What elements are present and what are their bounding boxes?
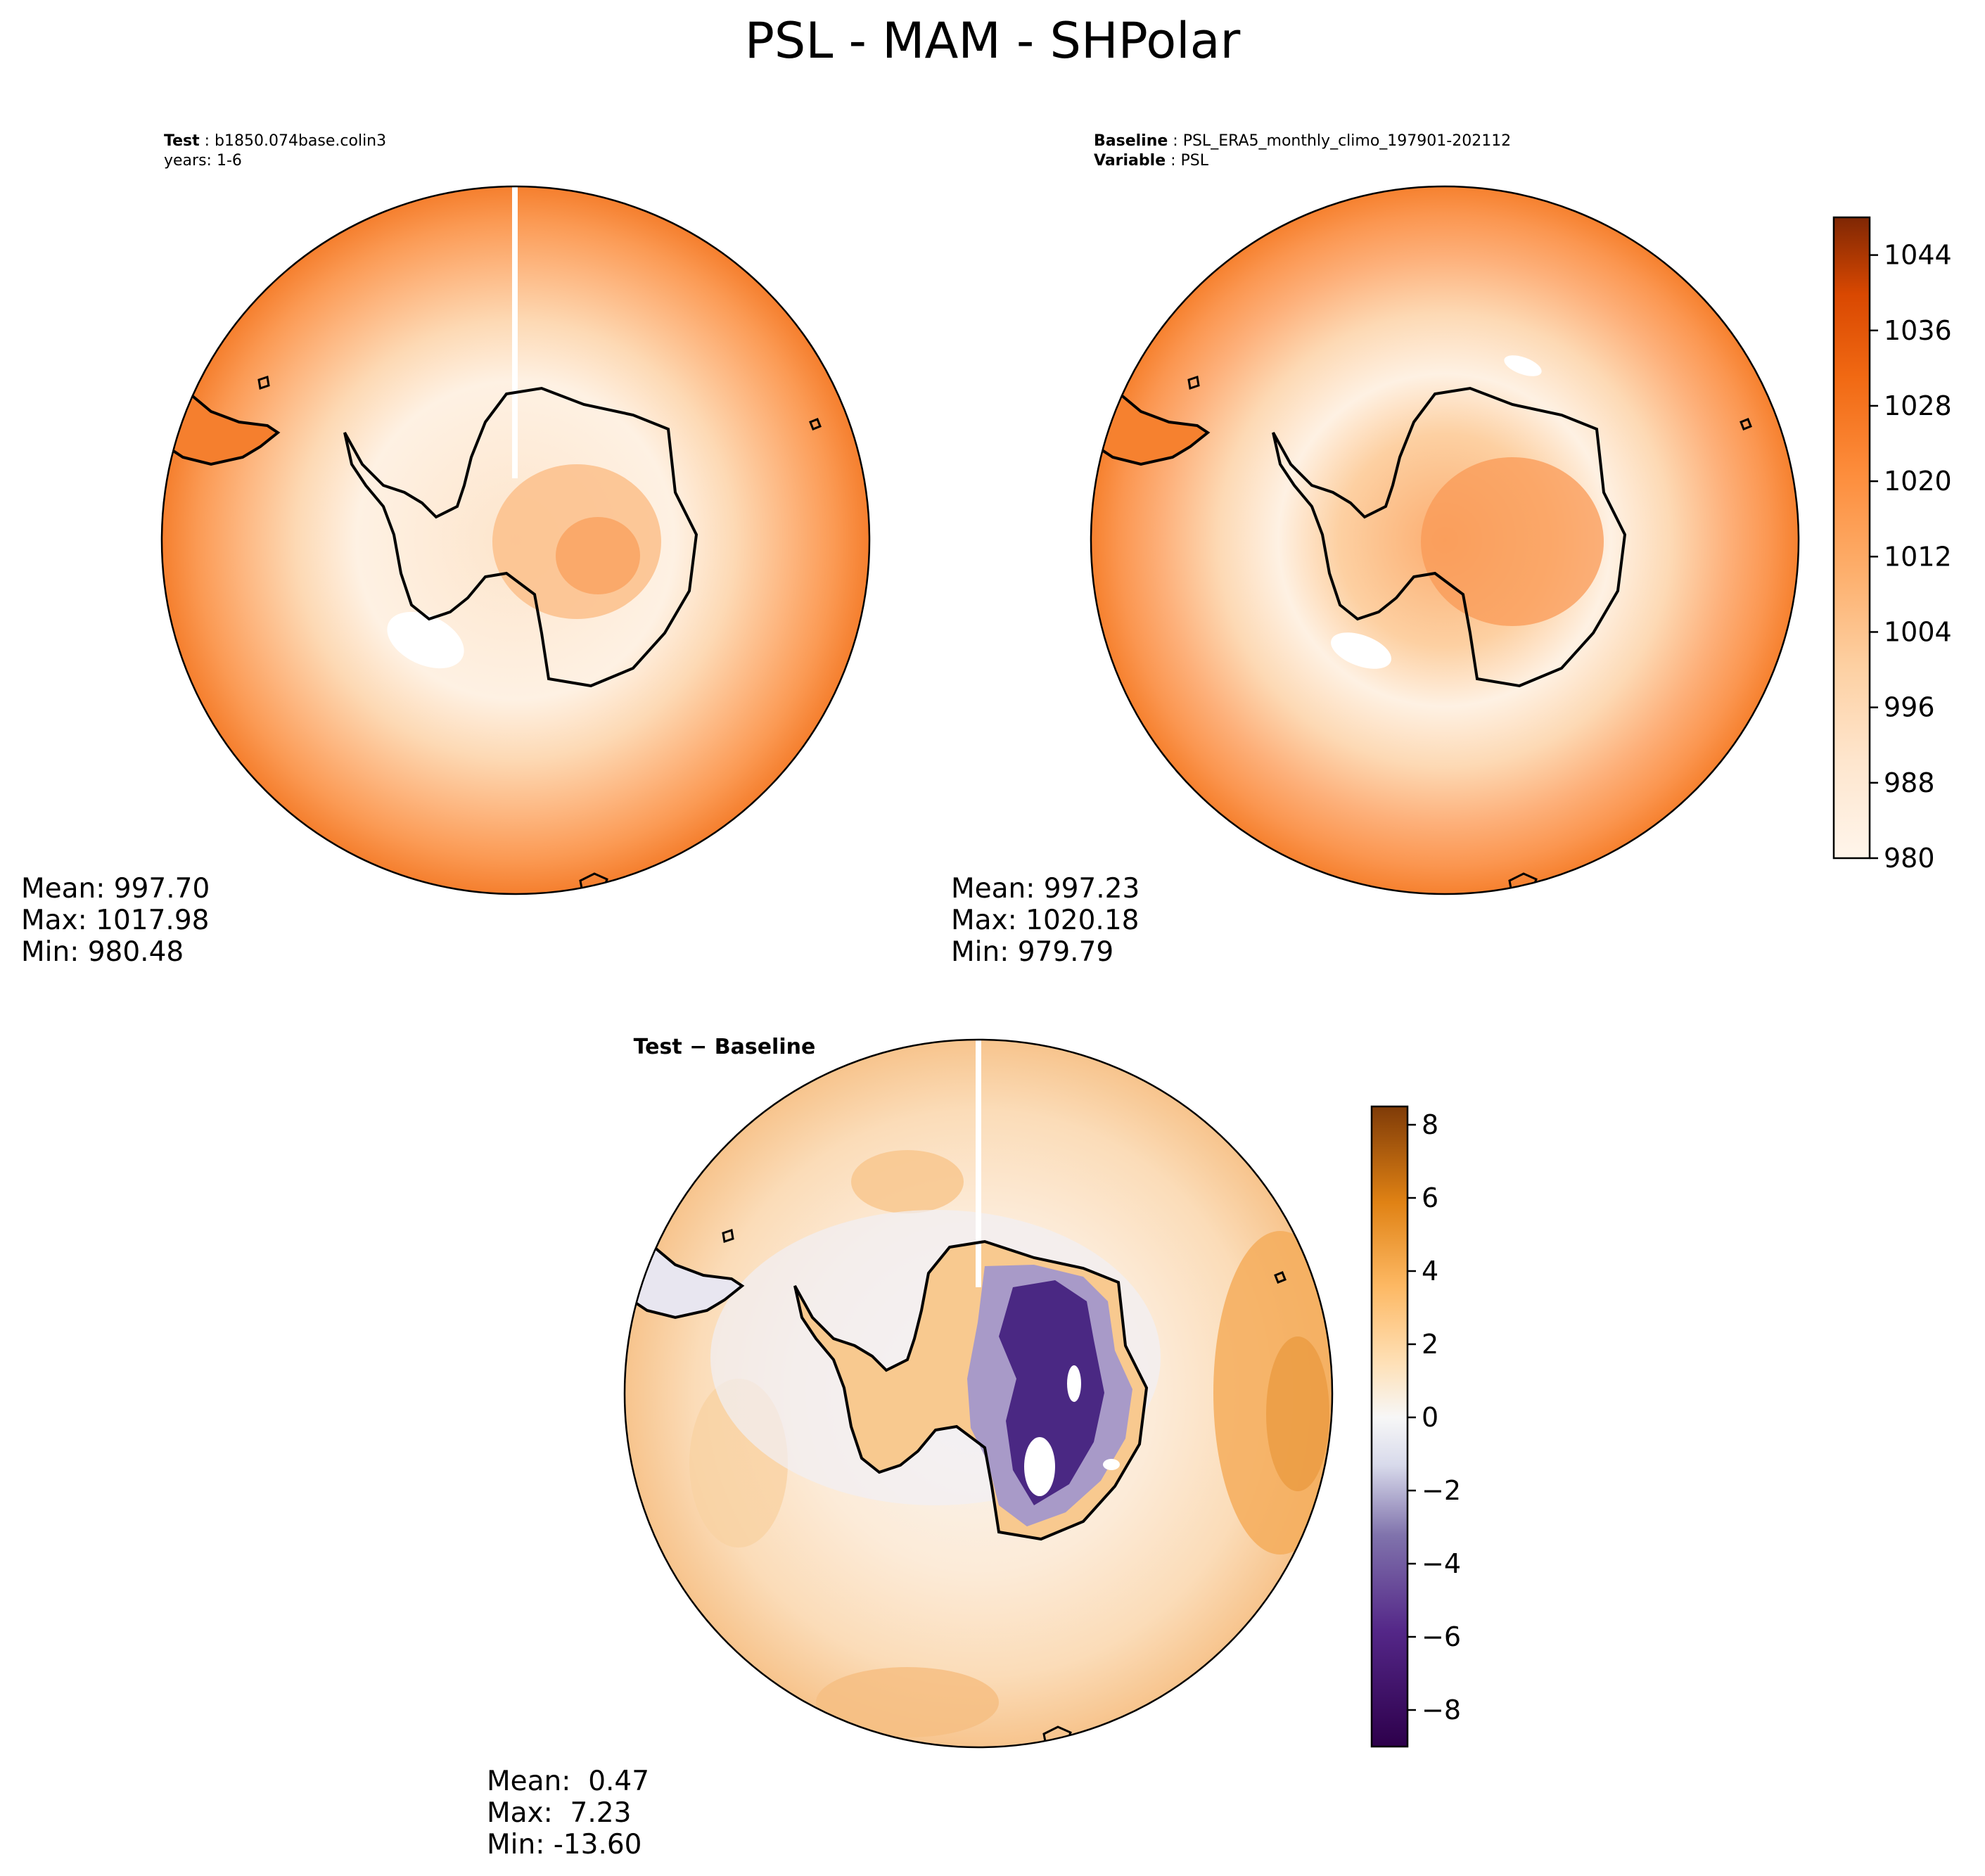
- baseline-header-label: Baseline: [1094, 132, 1168, 150]
- panel-baseline: Baseline : PSL_ERA5_monthly_climo_197901…: [951, 132, 1952, 968]
- psl-colorbar-tick-label: 988: [1884, 767, 1935, 798]
- test-south-america-coast: [162, 393, 281, 466]
- baseline-south-america-coast: [1091, 393, 1211, 466]
- baseline-map-border: [1090, 185, 1800, 895]
- test-seam: [512, 186, 518, 478]
- psl-colorbar-tick-label: 1028: [1884, 390, 1952, 421]
- difference-colorbar-tick-label: −6: [1422, 1621, 1461, 1652]
- baseline-dataset-name: PSL_ERA5_monthly_climo_197901-202112: [1183, 132, 1511, 150]
- psl-colorbar-tick-label: 1004: [1884, 616, 1952, 647]
- test-antarctica-coast: [343, 386, 698, 688]
- test-low-blob: [387, 611, 464, 669]
- psl-colorbar-ticks: 980 988 996 1004 1012 1020 1028 1036 1044: [1870, 240, 1952, 874]
- baseline-island-west: [1187, 376, 1200, 390]
- variable-name: PSL: [1181, 152, 1209, 170]
- difference-colorbar-tick-label: 2: [1422, 1329, 1438, 1360]
- diff-south-america-coast: [625, 1246, 745, 1320]
- difference-colorbar-tick-label: 8: [1422, 1109, 1438, 1140]
- difference-colorbar-tick-label: −8: [1422, 1695, 1461, 1725]
- test-header-label: Test: [164, 132, 200, 150]
- diff-interior-core: [999, 1280, 1104, 1505]
- difference-colorbar-ticks: −8 −6 −4 −2 0 2 4 6 8: [1408, 1109, 1461, 1725]
- diff-seam: [976, 1040, 981, 1287]
- difference-colorbar-tick-label: 6: [1422, 1182, 1438, 1213]
- test-island-east: [809, 418, 822, 430]
- difference-stats-min: Min: -13.60: [487, 1829, 642, 1861]
- difference-stats-mean: Mean: 0.47: [487, 1766, 649, 1797]
- diff-island-west: [722, 1229, 734, 1243]
- diff-antarctica-coast: [793, 1239, 1149, 1541]
- diff-white-patch-2: [1067, 1365, 1081, 1402]
- baseline-stats-mean: Mean: 997.23: [951, 873, 1140, 905]
- variable-header-colon: :: [1166, 152, 1180, 170]
- panel-test: Test : b1850.074base.colin3 years: 1-6 M…: [21, 132, 871, 968]
- difference-colorbar-tick-label: 4: [1422, 1256, 1438, 1287]
- difference-title: Test − Baseline: [634, 1035, 816, 1059]
- diff-positive-north: [851, 1150, 964, 1213]
- difference-colorbar-tick-label: −2: [1422, 1475, 1461, 1506]
- panel-difference: Test − Baseline Mean: 0.47 Ma: [487, 1035, 1461, 1861]
- diff-island-east: [1274, 1271, 1287, 1284]
- diff-white-patch-1: [1024, 1437, 1055, 1496]
- svg-text:Test : b1850.074base.colin3: Test : b1850.074base.colin3: [164, 132, 386, 150]
- difference-stats-max: Max: 7.23: [487, 1797, 631, 1829]
- baseline-island-east: [1740, 418, 1752, 430]
- baseline-antarctica-coast: [1272, 386, 1627, 688]
- svg-text:Variable : PSL: Variable : PSL: [1094, 152, 1209, 170]
- svg-text:Baseline : PSL_ERA5_monthly_cl: Baseline : PSL_ERA5_monthly_climo_197901…: [1094, 132, 1511, 150]
- baseline-low-blob-1: [1331, 632, 1391, 669]
- difference-colorbar: [1370, 1105, 1409, 1748]
- psl-colorbar-tick-label: 1020: [1884, 466, 1952, 497]
- baseline-stats-min: Min: 979.79: [951, 936, 1113, 968]
- psl-colorbar-tick-label: 1012: [1884, 541, 1952, 572]
- test-years: years: 1-6: [164, 152, 242, 170]
- psl-colorbar-tick-label: 1044: [1884, 240, 1952, 271]
- difference-colorbar-tick-label: −4: [1422, 1548, 1461, 1579]
- test-island-west: [257, 376, 270, 390]
- test-header-colon: :: [200, 132, 215, 150]
- test-stats-min: Min: 980.48: [21, 936, 184, 968]
- psl-colorbar-tick-label: 1036: [1884, 315, 1952, 346]
- figure-title: PSL - MAM - SHPolar: [745, 12, 1241, 70]
- diff-positive-south: [816, 1667, 999, 1737]
- diff-positive-east-core: [1266, 1336, 1329, 1491]
- psl-colorbar-tick-label: 996: [1884, 692, 1935, 723]
- difference-colorbar-tick-label: 0: [1422, 1402, 1438, 1433]
- test-stats-max: Max: 1017.98: [21, 905, 209, 936]
- test-interior-core: [556, 517, 640, 594]
- baseline-stats-max: Max: 1020.18: [951, 905, 1139, 936]
- test-case-name: b1850.074base.colin3: [215, 132, 386, 150]
- difference-map-border: [623, 1038, 1334, 1749]
- test-stats-mean: Mean: 997.70: [21, 873, 210, 905]
- psl-colorbar-tick-label: 980: [1884, 843, 1935, 874]
- baseline-low-blob-2: [1504, 355, 1542, 376]
- test-map-border: [160, 185, 871, 895]
- variable-header-label: Variable: [1094, 152, 1166, 170]
- baseline-header-colon: :: [1168, 132, 1182, 150]
- diff-white-patch-3: [1103, 1459, 1120, 1470]
- baseline-interior-high: [1421, 457, 1604, 626]
- psl-colorbar: [1832, 216, 1871, 860]
